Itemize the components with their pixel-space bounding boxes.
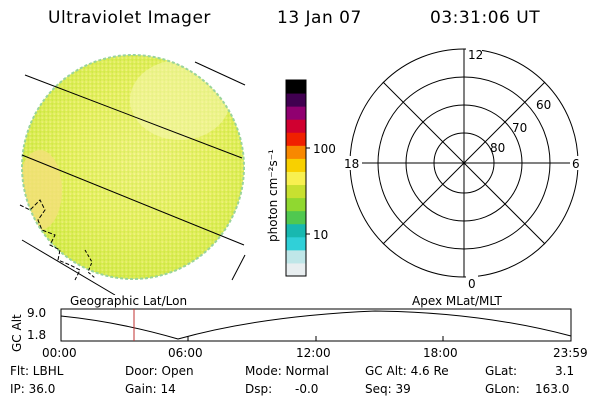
mlt-label-18: 18	[344, 157, 359, 171]
color-scale-bar	[285, 79, 310, 277]
coastline	[19, 199, 81, 281]
latitude-line	[21, 239, 116, 295]
colorbar-segment	[286, 236, 306, 251]
gain-info: Gain: 14	[125, 382, 176, 396]
date-label: 13 Jan 07	[277, 8, 362, 28]
geographic-image	[19, 54, 246, 295]
dsp-value: -0.0	[295, 382, 319, 396]
door-info: Door: Open	[125, 364, 194, 378]
alt-tick-low: 1.8	[27, 328, 47, 342]
colorbar-segment	[286, 262, 306, 277]
ip-info: IP: 36.0	[10, 382, 56, 396]
seq-info: Seq: 39	[365, 382, 411, 396]
colorbar-segment	[286, 119, 306, 133]
colorbar-segment	[286, 158, 306, 172]
mode-info: Mode: Normal	[245, 364, 329, 378]
apex-panel-label: Apex MLat/MLT	[412, 294, 502, 308]
colorbar-segment	[286, 249, 306, 264]
time-label: 03:31:06 UT	[430, 8, 541, 28]
colorbar-unit-label: photon cm⁻²s⁻¹	[266, 149, 280, 242]
colorbar-segment	[286, 210, 306, 225]
mlt-label-0: 0	[468, 277, 476, 290]
colorbar-segment	[286, 171, 306, 186]
altitude-curve	[60, 310, 572, 340]
colorbar-segment	[286, 223, 306, 238]
geographic-panel-label: Geographic Lat/Lon	[70, 294, 188, 308]
time-tick-18: 18:00	[423, 346, 458, 360]
gc-alt-axis-label: GC Alt	[10, 314, 24, 352]
time-tick-00: 00:00	[42, 346, 77, 360]
alt-tick-high: 9.0	[27, 306, 47, 320]
colorbar-tick-10: 10	[313, 228, 329, 242]
latitude-line	[21, 154, 245, 246]
colorbar-segment	[286, 184, 306, 199]
colorbar-tick-100: 100	[313, 142, 336, 156]
colorbar-segment	[286, 93, 306, 107]
glon-value: 163.0	[535, 382, 570, 396]
gc-alt-info: GC Alt: 4.6 Re	[365, 364, 449, 378]
lat-label-60: 60	[536, 98, 551, 112]
colorbar-segment	[286, 145, 306, 159]
lat-label-70: 70	[512, 121, 527, 135]
glat-label: GLat:	[485, 364, 518, 378]
mlt-label-12: 12	[468, 48, 483, 62]
dsp-label: Dsp:	[245, 382, 273, 396]
latitude-line	[24, 74, 243, 159]
filter-info: Flt: LBHL	[10, 364, 64, 378]
colorbar-segment	[286, 132, 306, 146]
altitude-plot	[60, 308, 572, 342]
time-tick-12: 12:00	[296, 346, 331, 360]
colorbar-segment	[286, 197, 306, 212]
colorbar-segment	[286, 80, 306, 94]
time-tick-2359: 23:59	[553, 346, 588, 360]
polar-plot: 12 18 6 0 60 70 80	[342, 47, 582, 290]
mlt-label-6: 6	[572, 157, 580, 171]
lat-label-80: 80	[490, 141, 505, 155]
glat-value: 3.1	[555, 364, 575, 378]
colorbar-segment	[286, 106, 306, 120]
glon-label: GLon:	[485, 382, 520, 396]
instrument-title: Ultraviolet Imager	[48, 8, 211, 28]
time-tick-06: 06:00	[168, 346, 203, 360]
